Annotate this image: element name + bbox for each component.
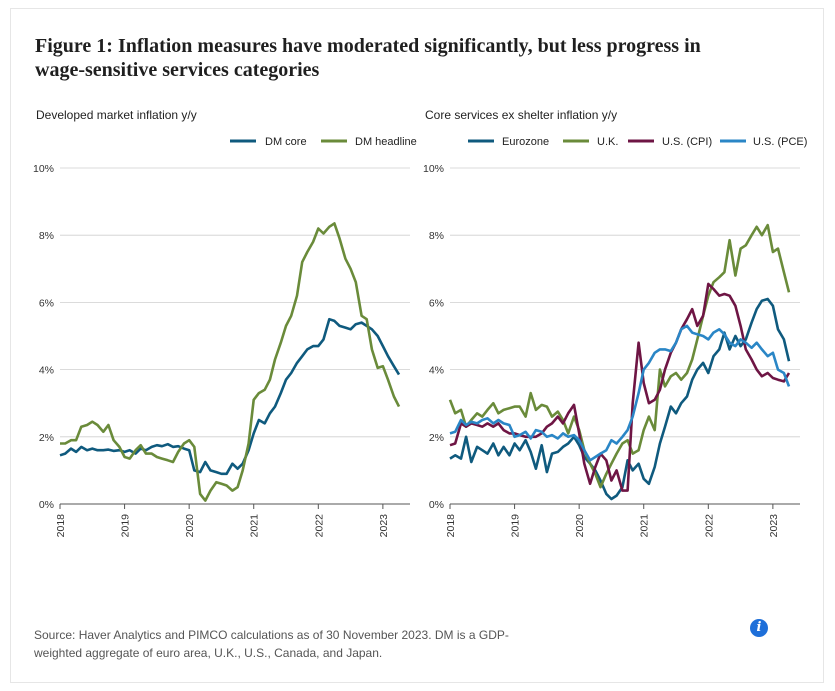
y-tick-label: 4% bbox=[39, 365, 54, 377]
y-tick-label: 0% bbox=[39, 499, 54, 511]
series-line-u-s-cpi bbox=[449, 282, 791, 492]
x-tick-label: 2023 bbox=[768, 514, 780, 538]
series-line-eurozone bbox=[449, 297, 791, 501]
left-panel-title: Developed market inflation y/y bbox=[36, 108, 197, 122]
y-tick-label: 4% bbox=[429, 365, 444, 377]
x-tick-label: 2019 bbox=[510, 514, 522, 538]
legend-label: DM core bbox=[265, 136, 307, 148]
x-tick-label: 2023 bbox=[378, 514, 390, 538]
y-tick-label: 10% bbox=[423, 163, 444, 175]
legend-label: U.S. (CPI) bbox=[662, 136, 712, 148]
series-line-u-s-pce bbox=[449, 324, 791, 462]
x-tick-label: 2019 bbox=[120, 514, 132, 538]
figure-title: Figure 1: Inflation measures have modera… bbox=[35, 35, 701, 81]
y-tick-label: 6% bbox=[39, 297, 54, 309]
x-tick-label: 2018 bbox=[445, 514, 457, 538]
x-tick-label: 2021 bbox=[249, 514, 261, 538]
x-tick-label: 2020 bbox=[574, 514, 586, 538]
y-tick-label: 0% bbox=[429, 499, 444, 511]
y-tick-label: 2% bbox=[39, 432, 54, 444]
x-tick-label: 2022 bbox=[703, 514, 715, 538]
series-line-u-k bbox=[448, 223, 791, 489]
legend-label: U.K. bbox=[597, 136, 618, 148]
series-line-dm-headline bbox=[60, 222, 401, 502]
chart-panel-0: 0% 2% 4% 6% 8% 10% 2018 2019 2020 2021 2022 2023 DM … bbox=[33, 136, 417, 537]
x-tick-label: 2020 bbox=[184, 514, 196, 538]
legend-label: DM headline bbox=[355, 136, 417, 148]
y-tick-label: 10% bbox=[33, 163, 54, 175]
right-panel-title: Core services ex shelter inflation y/y bbox=[425, 108, 618, 122]
x-tick-label: 2022 bbox=[313, 514, 325, 538]
info-icon[interactable]: i bbox=[750, 619, 768, 637]
y-tick-label: 8% bbox=[39, 230, 54, 242]
series-line-dm-core bbox=[59, 317, 401, 476]
chart-panel-1: 0% 2% 4% 6% 8% 10% 2018 2019 2020 2021 2022 2023 Eur… bbox=[423, 136, 807, 537]
figure-frame bbox=[10, 8, 824, 683]
y-tick-label: 6% bbox=[429, 297, 444, 309]
legend-label: Eurozone bbox=[502, 136, 549, 148]
legend-label: U.S. (PCE) bbox=[753, 136, 807, 148]
x-tick-label: 2018 bbox=[55, 514, 67, 538]
y-tick-label: 8% bbox=[429, 230, 444, 242]
y-tick-label: 2% bbox=[429, 432, 444, 444]
x-tick-label: 2021 bbox=[639, 514, 651, 538]
source-note: Source: Haver Analytics and PIMCO calcul… bbox=[34, 628, 509, 660]
